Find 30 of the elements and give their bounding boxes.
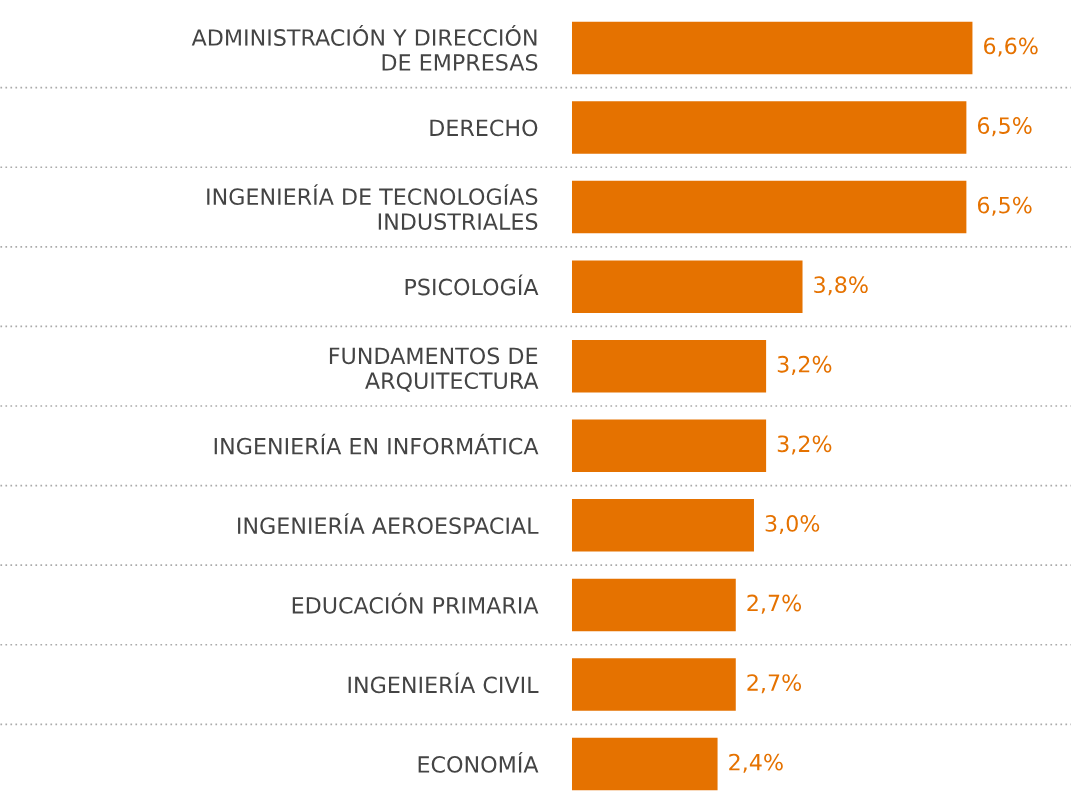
y-tick-label: ECONOMÍA [418, 751, 539, 773]
data-label: 3,0% [765, 515, 820, 535]
y-tick-label: PSICOLOGÍA [405, 274, 539, 296]
y-tick-label: INGENIERÍA AEROESPACIAL [238, 513, 539, 535]
data-label: 2,7% [747, 674, 802, 694]
y-tick-label: FUNDAMENTOS DE ARQUITECTURA [329, 347, 539, 392]
data-label: 2,4% [729, 753, 783, 773]
y-tick-label: EDUCACIÓN PRIMARIA [292, 592, 539, 614]
data-label: 6,6% [984, 37, 1038, 57]
bar [571, 419, 767, 473]
bar [571, 180, 967, 234]
y-tick-label: DERECHO [430, 119, 538, 137]
bar [571, 737, 718, 791]
data-label: 6,5% [977, 117, 1032, 137]
data-label: 3,2% [777, 435, 832, 455]
bar [571, 499, 754, 552]
bar [571, 339, 767, 393]
data-label: 2,7% [747, 594, 802, 614]
bar [571, 101, 967, 154]
data-label: 3,2% [777, 355, 832, 375]
y-tick-label: INGENIERÍA CIVIL [348, 672, 539, 694]
bar [571, 21, 973, 75]
y-tick-label: INGENIERÍA EN INFORMÁTICA [214, 433, 539, 455]
bar [571, 578, 736, 632]
bar [571, 658, 736, 711]
y-tick-label: INGENIERÍA DE TECNOLOGÍAS INDUSTRIALES [207, 184, 538, 230]
bar [571, 260, 803, 313]
data-label: 3,8% [814, 276, 868, 296]
y-tick-label: ADMINISTRACIÓN Y DIRECCIÓN DE EMPRESAS [191, 25, 538, 71]
data-label: 6,5% [977, 196, 1032, 216]
